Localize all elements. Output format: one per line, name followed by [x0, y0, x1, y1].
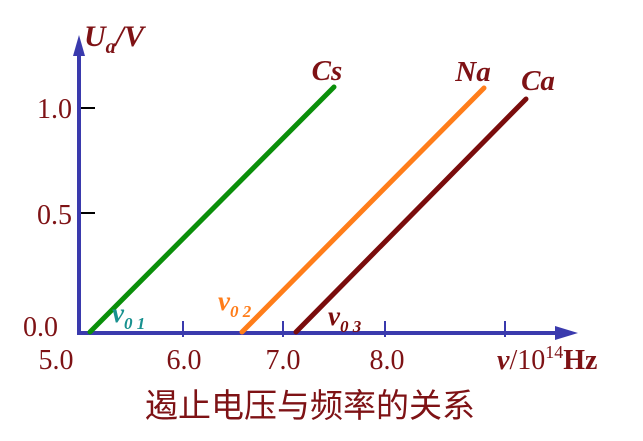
chart-title: 遏止电压与频率的关系: [145, 388, 475, 425]
threshold-nu01-sub: 0 1: [124, 314, 145, 333]
threshold-nu02-sub: 0 2: [230, 302, 252, 321]
y-axis-title: Ua/V: [84, 20, 147, 58]
series-label-na: Na: [454, 56, 490, 88]
y-axis-arrow-icon: [73, 35, 85, 56]
x-axis-title-mid: /10: [509, 345, 545, 376]
x-axis-title-nu: ν: [497, 345, 510, 376]
x-tick-label-7_0: 7.0: [266, 345, 301, 376]
x-tick-label-8_0: 8.0: [370, 345, 405, 376]
y-axis-title-sub: a: [106, 36, 116, 58]
threshold-nu03-sym: ν: [328, 301, 341, 331]
series-label-cs: Cs: [312, 55, 343, 87]
x-tick-label-6_0: 6.0: [167, 345, 202, 376]
x-axis-title: ν/1014Hz: [497, 342, 597, 376]
x-axis-arrow-icon: [555, 326, 578, 340]
series-line-cs: [87, 84, 337, 335]
series-line-na: [239, 85, 487, 335]
x-axis-title-exp: 14: [545, 342, 563, 362]
y-axis-title-unit: /V: [114, 20, 147, 53]
threshold-label-nu01: ν0 1: [112, 298, 145, 333]
threshold-label-nu03: ν0 3: [328, 301, 362, 336]
y-tick-label-0_0: 0.0: [23, 312, 58, 343]
y-axis-title-main: U: [84, 20, 107, 53]
x-axis-title-unit: Hz: [563, 345, 597, 376]
series-line-ca: [293, 96, 529, 335]
y-tick-label-0_5: 0.5: [37, 200, 72, 231]
threshold-label-nu02: ν0 2: [218, 286, 252, 321]
series-label-ca: Ca: [521, 65, 555, 97]
threshold-nu02-sym: ν: [218, 286, 231, 316]
y-tick-label-1_0: 1.0: [37, 94, 72, 125]
threshold-nu01-sym: ν: [112, 298, 125, 328]
x-tick-label-5_0: 5.0: [39, 345, 74, 376]
threshold-nu03-sub: 0 3: [340, 317, 362, 336]
